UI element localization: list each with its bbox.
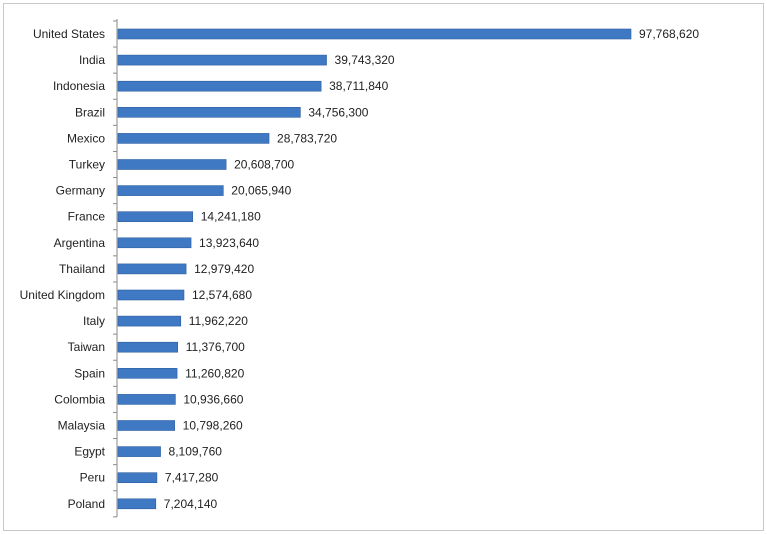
data-label: 13,923,640 — [199, 236, 259, 250]
category-label: Indonesia — [53, 79, 105, 93]
bar — [117, 237, 192, 249]
bar — [117, 263, 187, 275]
data-label: 10,936,660 — [183, 392, 243, 406]
data-label: 7,204,140 — [164, 497, 218, 511]
bar — [117, 498, 157, 510]
bar — [117, 394, 176, 405]
data-label: 11,260,820 — [185, 366, 244, 380]
data-label: 10,798,260 — [183, 419, 243, 433]
category-label: Peru — [80, 471, 105, 485]
category-label: Turkey — [69, 158, 105, 172]
data-label: 12,979,420 — [194, 262, 254, 276]
data-label: 34,756,300 — [308, 105, 368, 119]
category-ticks — [113, 20, 117, 518]
bar — [117, 211, 194, 222]
category-label: Argentina — [54, 236, 106, 250]
category-label: Italy — [83, 314, 105, 328]
category-label: Colombia — [54, 392, 105, 406]
bar — [117, 367, 178, 379]
bar — [117, 107, 301, 118]
data-label: 14,241,180 — [201, 210, 261, 224]
data-label: 28,783,720 — [277, 131, 337, 145]
data-label: 12,574,680 — [192, 288, 252, 302]
category-label: Mexico — [67, 131, 105, 145]
category-label: Poland — [68, 497, 105, 511]
category-label: Taiwan — [68, 340, 105, 354]
bar-chart: United States India Indonesia Brazil Mexico T… — [20, 19, 700, 518]
bar — [117, 159, 227, 170]
data-label: 11,376,700 — [186, 340, 245, 354]
category-label: France — [68, 210, 106, 224]
bars — [117, 28, 632, 510]
bar — [117, 80, 322, 92]
category-labels: United States India Indonesia Brazil Mexico T… — [20, 27, 106, 511]
bar — [117, 28, 632, 40]
category-label: United States — [33, 27, 105, 41]
bar — [117, 133, 270, 144]
category-label: Brazil — [75, 105, 105, 119]
data-label: 20,608,700 — [234, 158, 294, 172]
data-label: 8,109,760 — [169, 445, 223, 459]
category-label: Malaysia — [58, 419, 106, 433]
data-label: 11,962,220 — [189, 314, 248, 328]
category-label: Germany — [56, 184, 105, 198]
data-label: 20,065,940 — [231, 184, 291, 198]
bar — [117, 315, 182, 327]
category-label: Spain — [74, 366, 105, 380]
category-label: India — [79, 53, 105, 67]
chart-frame: United States India Indonesia Brazil Mexico T… — [3, 3, 764, 531]
value-labels: 97,768,620 39,743,320 38,711,840 34,756,300… — [164, 27, 700, 511]
data-label: 39,743,320 — [335, 53, 395, 67]
category-label: Thailand — [59, 262, 105, 276]
category-label: Egypt — [74, 445, 105, 459]
bar — [117, 289, 185, 301]
bar — [117, 420, 175, 431]
bar — [117, 472, 158, 484]
data-label: 7,417,280 — [165, 471, 219, 485]
category-label: United Kingdom — [20, 288, 105, 302]
data-label: 97,768,620 — [639, 27, 699, 41]
bar — [117, 185, 224, 196]
data-label: 38,711,840 — [329, 79, 388, 93]
bar — [117, 341, 178, 353]
bar — [117, 446, 161, 457]
bar — [117, 54, 327, 66]
